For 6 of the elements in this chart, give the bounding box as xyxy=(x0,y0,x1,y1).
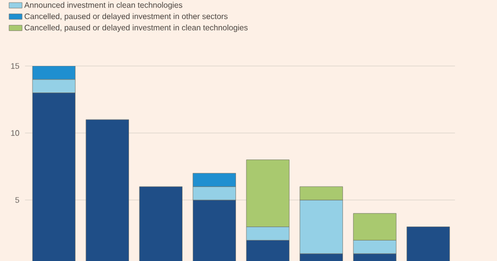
legend-label: Cancelled, paused or delayed investment in other sectors xyxy=(24,13,228,21)
y-tick-label: 15 xyxy=(11,63,20,69)
y-tick-label: 5 xyxy=(15,197,20,203)
legend-label: Announced investment in clean technologies xyxy=(24,2,182,10)
legend-label: Cancelled, paused or delayed investment in clean technologies xyxy=(24,24,248,32)
y-tick-label: 10 xyxy=(11,130,20,136)
